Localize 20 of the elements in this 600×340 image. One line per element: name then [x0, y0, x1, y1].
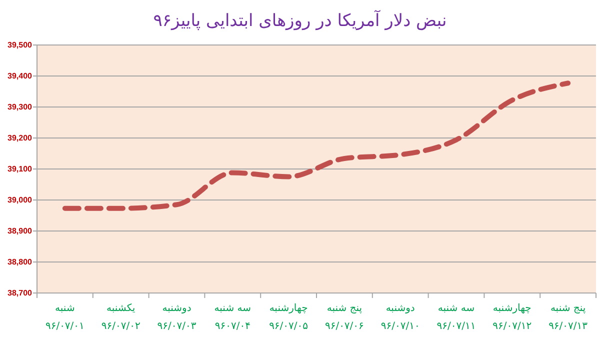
x-tick-label: چهارشنبه ۹۶/۰۷/۱۲	[492, 303, 532, 332]
y-tick-label: 38,700	[8, 288, 33, 298]
y-tick-label: 39,300	[8, 102, 33, 112]
x-tick-label: پنج شنبه ۹۶/۰۷/۰۶	[324, 303, 364, 332]
y-tick-label: 39,000	[8, 196, 33, 205]
y-tick-label: 39,500	[8, 40, 33, 50]
chart-title: نبض دلار آمریکا در روزهای ابتدایی پاییز۹۶	[153, 10, 447, 31]
x-tick-label: سه شنبه ۹۶/۰۷/۱۱	[436, 303, 476, 332]
x-tick-label: دوشنبه ۹۶/۰۷/۰۳	[157, 303, 197, 332]
y-tick-label: 38,800	[8, 258, 33, 267]
x-tick-label: چهارشنبه ۹۶/۰۷/۰۵	[269, 303, 308, 332]
y-tick-label: 38,900	[8, 226, 33, 236]
x-tick-label: پنج شنبه ۹۶/۰۷/۱۳	[548, 303, 588, 332]
y-tick-label: 39,400	[8, 72, 33, 81]
y-tick-label: 39,200	[8, 134, 33, 143]
x-tick-label: یکشنبه ۹۶/۰۷/۰۲	[101, 303, 140, 332]
x-tick-label: شنبه ۹۶/۰۷/۰۱	[45, 303, 84, 332]
y-tick-label: 39,100	[8, 164, 33, 174]
x-tick-label: دوشنبه ۹۶/۰۷/۱۰	[380, 303, 420, 332]
x-tick-label: سه شنبه ۹۶۰۷/۰۴	[214, 303, 251, 332]
